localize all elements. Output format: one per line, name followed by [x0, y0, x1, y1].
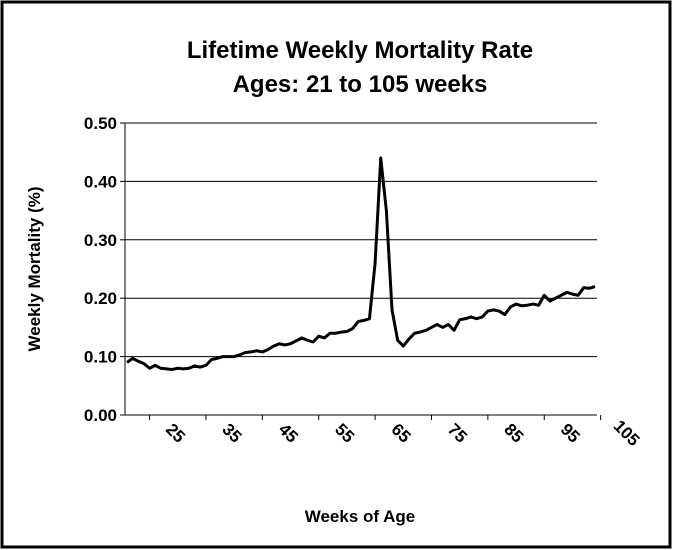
data-line	[126, 156, 596, 371]
y-tick-label: 0.50	[84, 114, 117, 133]
y-tick-label: 0.00	[84, 406, 117, 425]
x-axis-label: Weeks of Age	[305, 507, 416, 526]
y-tick-label: 0.40	[84, 172, 117, 191]
y-tick-label: 0.30	[84, 231, 117, 250]
y-tick-label: 0.10	[84, 348, 117, 367]
chart-subtitle: Ages: 21 to 105 weeks	[233, 71, 488, 98]
y-axis-label: Weekly Mortality (%)	[25, 186, 44, 351]
y-tick-label: 0.20	[84, 289, 117, 308]
chart-title: Lifetime Weekly Mortality Rate	[187, 37, 533, 64]
